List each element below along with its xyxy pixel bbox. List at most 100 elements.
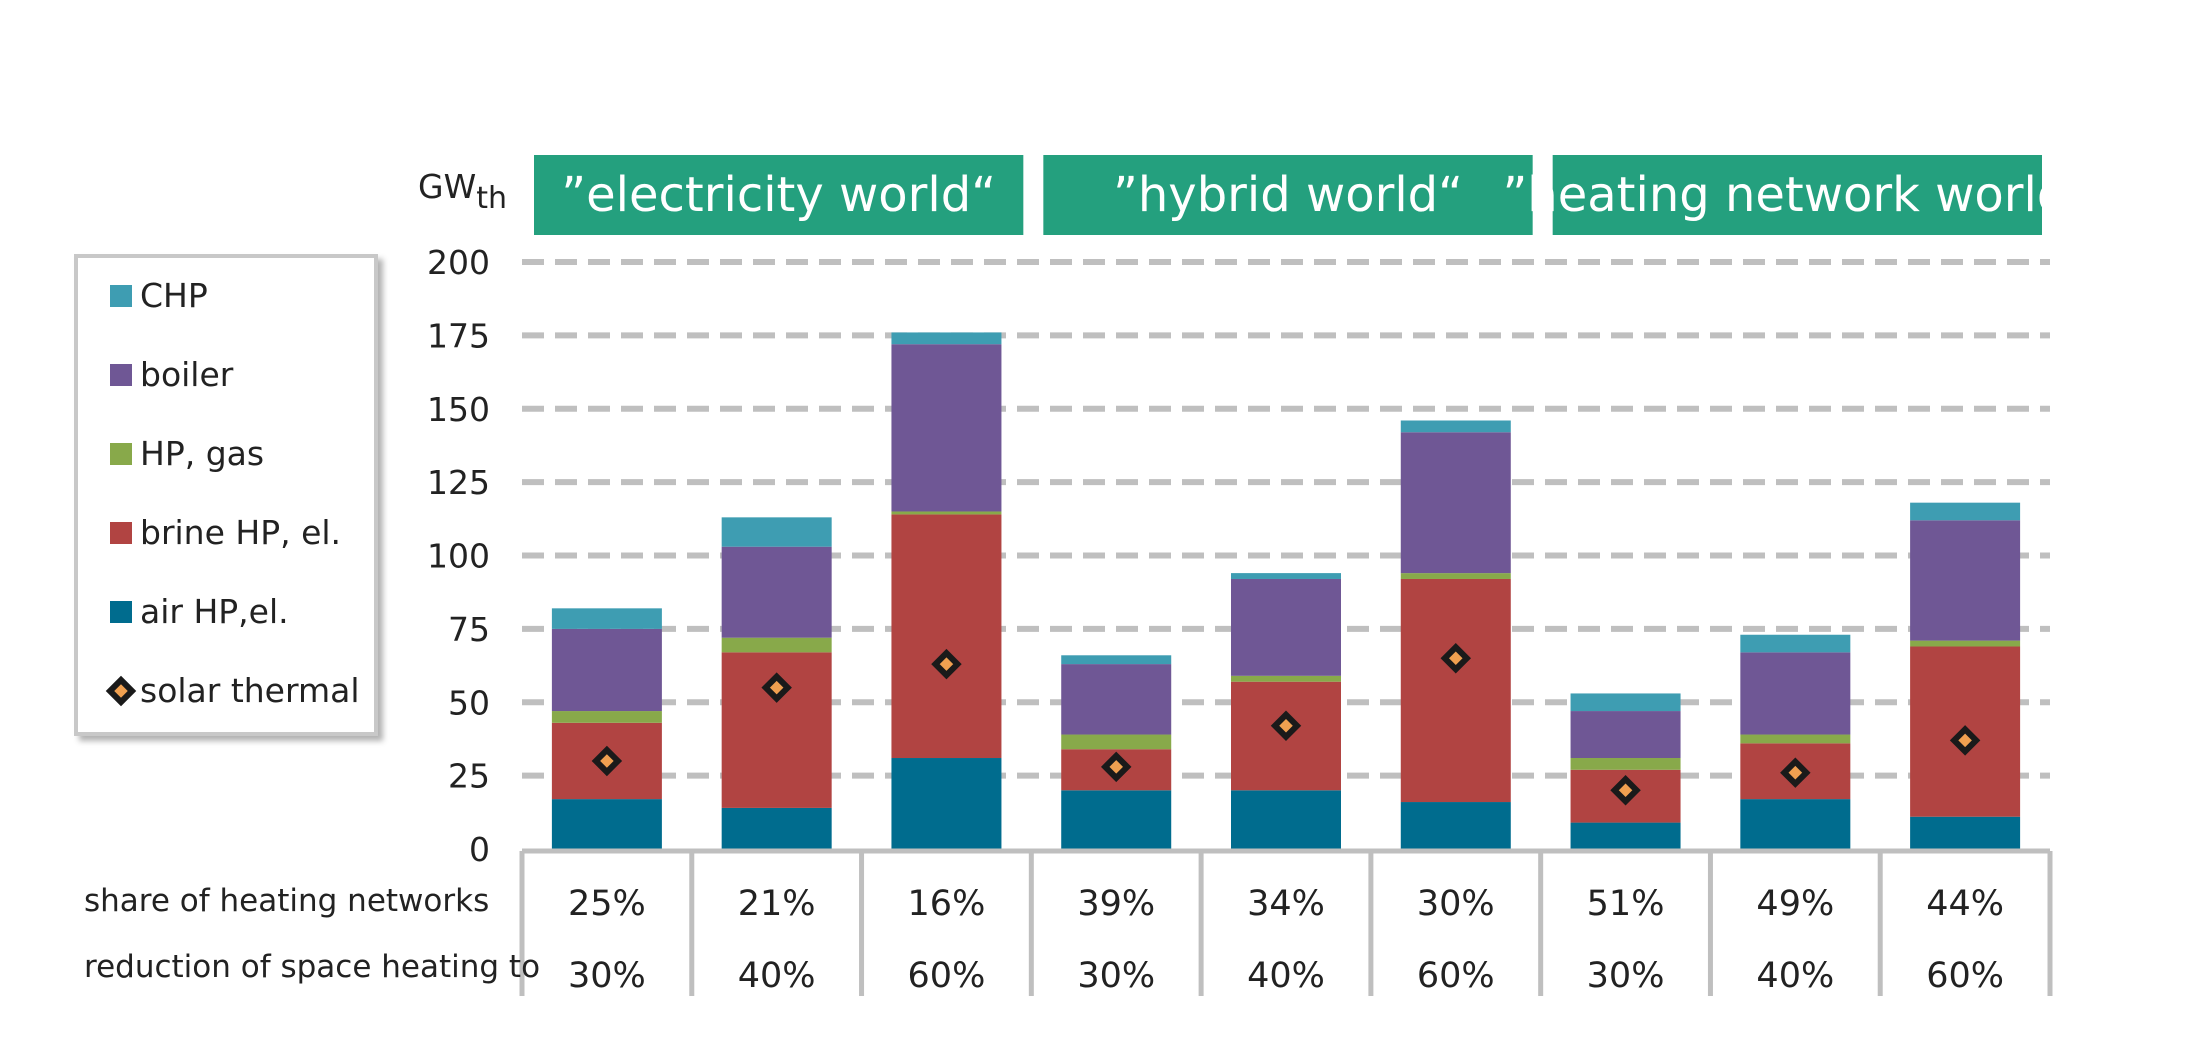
share-value: 25%	[568, 884, 646, 924]
reduction-value: 30%	[1077, 956, 1155, 996]
legend-item: CHP	[110, 276, 208, 315]
share-value: 30%	[1417, 884, 1495, 924]
y-tick-label: 50	[448, 683, 490, 722]
solar-thermal-marker	[591, 745, 623, 777]
y-tick-label: 125	[427, 463, 490, 502]
reduction-value: 60%	[908, 956, 986, 996]
bar-segment	[1570, 822, 1681, 849]
bar-segment	[1740, 734, 1851, 744]
group-banner-label: ”heating network world“	[1502, 167, 2092, 223]
legend-swatch	[110, 522, 132, 544]
legend-label: air HP,el.	[140, 592, 289, 631]
legend-swatch	[110, 364, 132, 386]
solar-thermal-marker	[1440, 642, 1472, 674]
bar-segment	[1910, 640, 2021, 647]
reduction-value: 60%	[1417, 956, 1495, 996]
solar-thermal-marker	[1270, 710, 1302, 741]
group-banners: ”electricity world“ ”hybrid world“ ”heatin…	[534, 155, 2092, 235]
y-axis: 0 25 50 75 100 125 150 175 200	[427, 243, 490, 869]
legend-label: CHP	[140, 276, 208, 315]
group-banner: ”heating network world“	[1502, 155, 2092, 235]
bar-segment	[891, 514, 1002, 759]
bar-segment	[551, 799, 662, 849]
bar-segment	[1231, 573, 1341, 579]
y-unit-subscript: th	[476, 181, 507, 216]
legend-item: solar thermal	[105, 671, 360, 710]
bar-segment	[1570, 758, 1681, 770]
group-banner: ”hybrid world“	[1043, 155, 1533, 235]
solar-thermal-marker	[761, 672, 792, 703]
bar-segment	[551, 608, 662, 629]
group-banner-label: ”electricity world“	[561, 167, 996, 223]
legend-label: boiler	[140, 355, 234, 394]
bar-segment	[1910, 502, 2021, 521]
group-banner-bg	[1552, 155, 2042, 235]
bar-segment	[1231, 675, 1341, 682]
legend-item: HP, gas	[110, 434, 264, 473]
bar-segment	[1231, 790, 1341, 849]
legend-marker-swatch	[105, 675, 137, 707]
legend-swatch	[110, 601, 132, 623]
bar-segment	[1061, 734, 1172, 750]
y-unit-main: GW	[418, 167, 476, 206]
share-value: 16%	[908, 884, 986, 924]
bar-segment	[1740, 634, 1851, 653]
y-tick-label: 175	[427, 316, 490, 355]
y-tick-label: 100	[427, 537, 490, 576]
y-tick-label: 75	[448, 610, 490, 649]
row-label-reduction: reduction of space heating to	[84, 949, 540, 985]
y-tick-label: 150	[427, 390, 490, 429]
bar-segment	[1570, 693, 1681, 712]
category-table: share of heating networks reduction of sp…	[84, 848, 2053, 996]
legend-label: brine HP, el.	[140, 513, 341, 552]
bar-segment	[1570, 711, 1681, 759]
share-value: 49%	[1756, 884, 1834, 924]
share-value: 51%	[1587, 884, 1665, 924]
bar-segment	[1400, 578, 1511, 803]
bar-segment	[891, 332, 1002, 345]
bar-segment	[1061, 655, 1172, 665]
bar-segment	[1740, 799, 1851, 849]
bar-segment	[721, 637, 832, 653]
bar-segment	[1400, 573, 1511, 579]
legend-box	[74, 254, 378, 736]
bar-segment	[1400, 802, 1511, 849]
bar-segment	[891, 344, 1002, 512]
bar-segment	[551, 711, 662, 723]
reduction-value: 40%	[1756, 956, 1834, 996]
group-banner-label: ”hybrid world“	[1113, 167, 1463, 223]
y-tick-label: 25	[448, 757, 490, 796]
bar-segment	[551, 628, 662, 712]
group-banner-bg	[1043, 155, 1533, 235]
legend-label: HP, gas	[140, 434, 264, 473]
solar-thermal-marker	[1100, 751, 1132, 783]
legend-swatch	[110, 285, 132, 307]
reduction-value: 30%	[568, 956, 646, 996]
group-banner: ”electricity world“	[534, 155, 1024, 235]
solar-markers	[591, 642, 1981, 806]
bar-segment	[1400, 420, 1511, 433]
bar-segment	[1061, 664, 1172, 735]
share-value: 39%	[1077, 884, 1155, 924]
solar-thermal-marker	[1780, 757, 1811, 788]
y-tick-label: 0	[469, 830, 490, 869]
bar-segment	[721, 517, 832, 547]
reduction-value: 60%	[1926, 956, 2004, 996]
unit-label: GWth	[418, 167, 507, 216]
bar-segment	[891, 758, 1002, 849]
reduction-value: 30%	[1587, 956, 1665, 996]
legend-item: boiler	[110, 355, 234, 394]
solar-thermal-marker	[1949, 725, 1981, 756]
legend-swatch	[110, 443, 132, 465]
bar-segment	[1061, 790, 1172, 849]
bar-segment	[1231, 578, 1341, 676]
bar-segment	[1910, 816, 2021, 849]
row-label-share: share of heating networks	[84, 883, 489, 919]
bar-segment	[1400, 432, 1511, 574]
y-unit-label: GWth	[418, 167, 507, 216]
solar-thermal-marker	[931, 648, 962, 680]
share-value: 34%	[1247, 884, 1325, 924]
bar-segment	[721, 807, 832, 849]
